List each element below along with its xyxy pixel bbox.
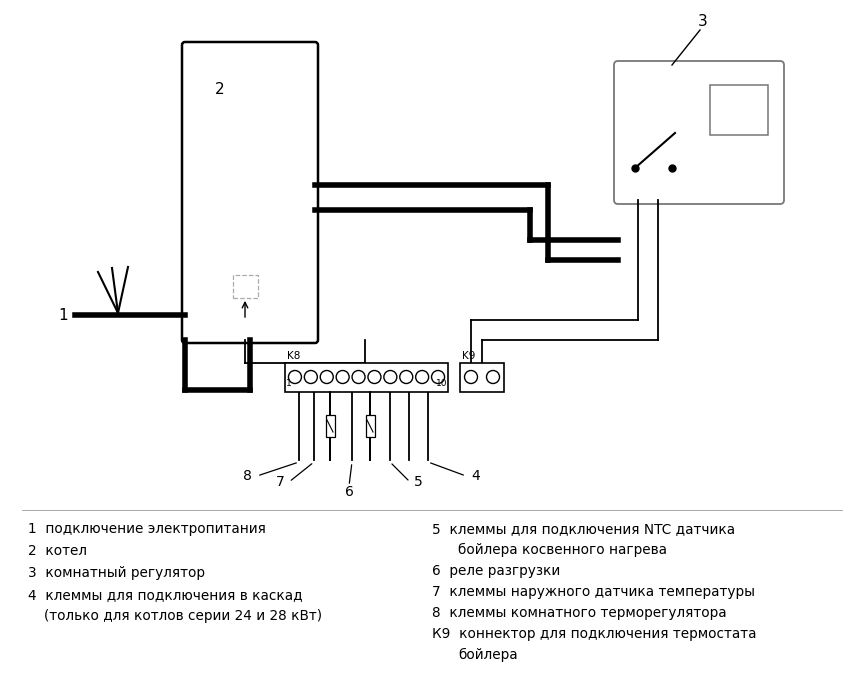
Circle shape — [352, 370, 365, 384]
Text: 7: 7 — [276, 475, 285, 489]
Circle shape — [384, 370, 397, 384]
Text: 3  комнатный регулятор: 3 комнатный регулятор — [28, 566, 205, 580]
Text: 4  клеммы для подключения в каскад: 4 клеммы для подключения в каскад — [28, 588, 302, 602]
Bar — [365, 415, 374, 437]
Text: 2: 2 — [215, 83, 225, 97]
FancyBboxPatch shape — [614, 61, 784, 204]
Circle shape — [416, 370, 429, 384]
Text: 6: 6 — [345, 485, 353, 499]
Circle shape — [289, 370, 302, 384]
Circle shape — [465, 370, 478, 384]
Text: 8: 8 — [243, 469, 252, 483]
Circle shape — [368, 370, 381, 384]
Text: К9  коннектор для подключения термостата: К9 коннектор для подключения термостата — [432, 627, 757, 641]
FancyBboxPatch shape — [182, 42, 318, 343]
Circle shape — [336, 370, 349, 384]
Text: бойлера косвенного нагрева: бойлера косвенного нагрева — [458, 543, 667, 557]
Text: (только для котлов серии 24 и 28 кВт): (только для котлов серии 24 и 28 кВт) — [44, 609, 322, 623]
Text: 5: 5 — [414, 475, 422, 489]
Text: K9: K9 — [462, 351, 475, 361]
Text: 1: 1 — [59, 307, 68, 323]
Bar — [460, 363, 504, 392]
Text: K8: K8 — [287, 351, 301, 361]
Text: 4: 4 — [471, 469, 480, 483]
Text: 8  клеммы комнатного терморегулятора: 8 клеммы комнатного терморегулятора — [432, 606, 727, 620]
Text: 5  клеммы для подключения NTC датчика: 5 клеммы для подключения NTC датчика — [432, 522, 735, 536]
Text: бойлера: бойлера — [458, 648, 518, 662]
Text: 1: 1 — [286, 379, 292, 388]
Bar — [233, 275, 258, 298]
Circle shape — [400, 370, 413, 384]
Circle shape — [304, 370, 317, 384]
Circle shape — [431, 370, 445, 384]
Text: 7  клеммы наружного датчика температуры: 7 клеммы наружного датчика температуры — [432, 585, 755, 599]
Bar — [710, 85, 768, 135]
Text: 10: 10 — [435, 379, 447, 388]
Text: 3: 3 — [698, 15, 708, 29]
Circle shape — [321, 370, 334, 384]
Circle shape — [486, 370, 499, 384]
Text: 1  подключение электропитания: 1 подключение электропитания — [28, 522, 266, 536]
Text: 2  котел: 2 котел — [28, 544, 87, 558]
Bar — [285, 363, 448, 392]
Bar — [326, 415, 334, 437]
Text: 6  реле разгрузки: 6 реле разгрузки — [432, 564, 560, 578]
